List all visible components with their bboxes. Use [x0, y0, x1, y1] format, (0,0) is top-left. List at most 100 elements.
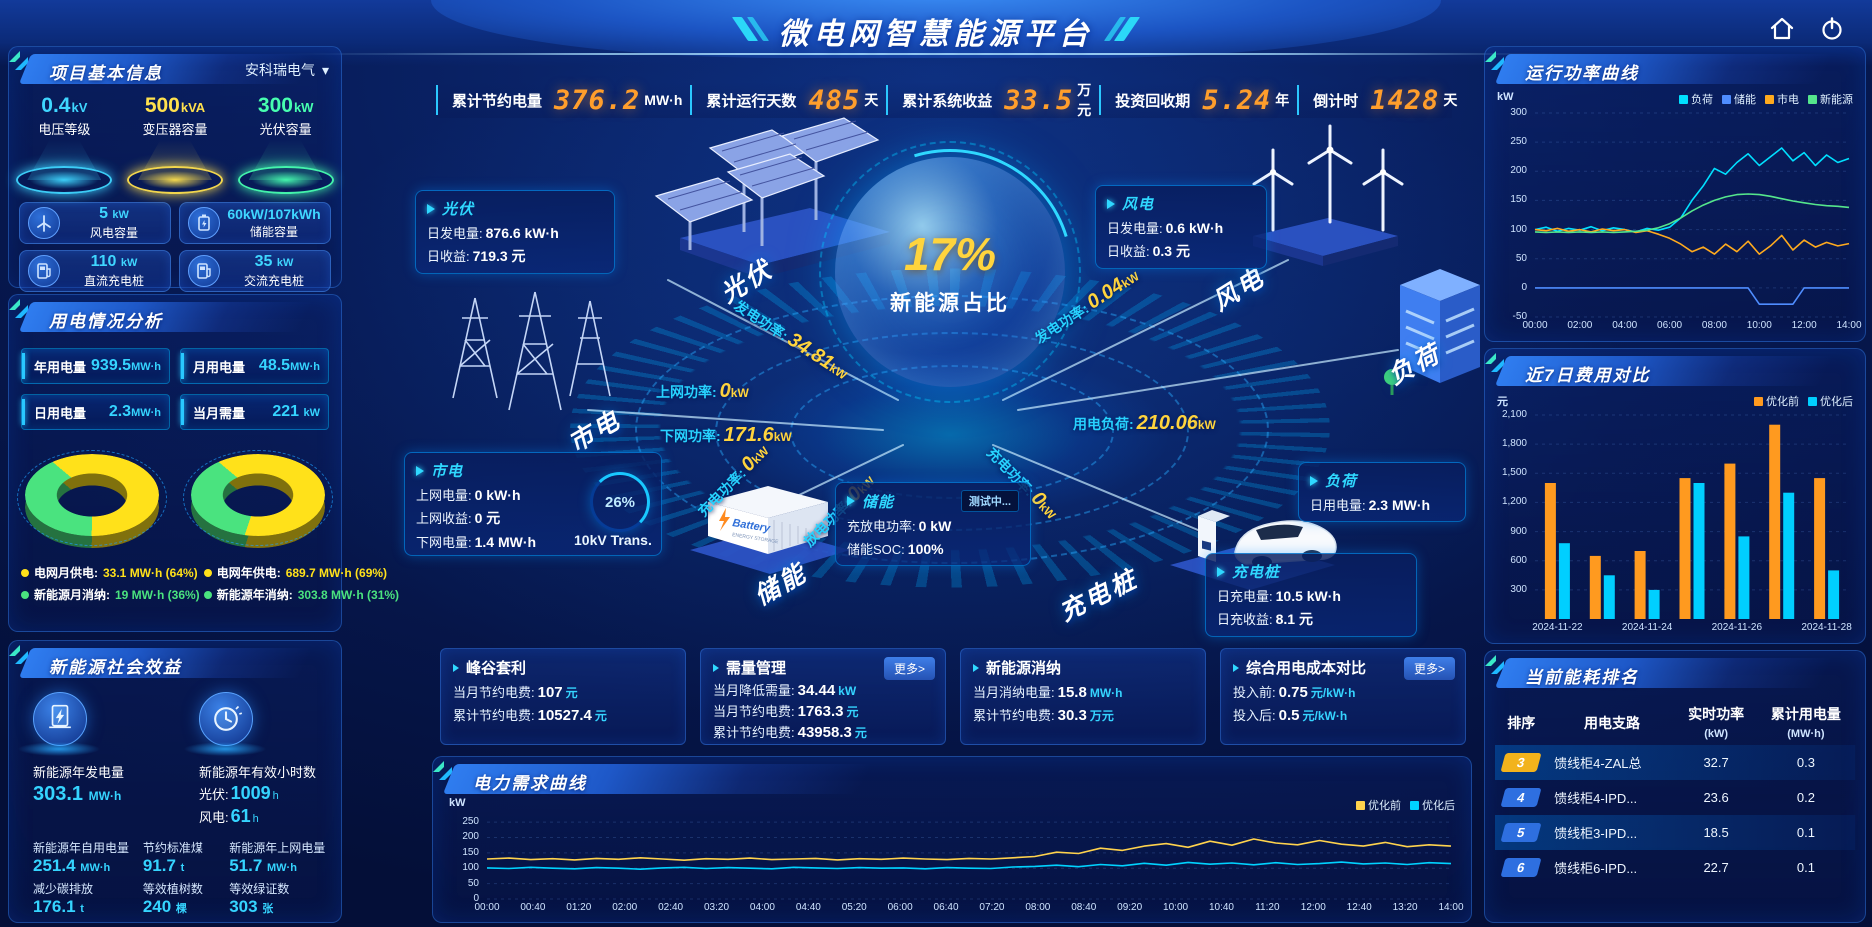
cost-compare-panel: 近7日费用对比 元优化前 优化后 2,100 1,800 1,500 1,200 900 60…: [1484, 348, 1866, 644]
co2-reduction-metric: 减少碳排放 176.1 t: [33, 882, 94, 916]
energy-flow-lines: [587, 259, 1399, 531]
panel-title: 项目基本信息: [49, 64, 163, 83]
wind-capacity-card: 5 kW 风电容量: [19, 202, 171, 244]
more-button[interactable]: 更多>: [883, 657, 935, 680]
wind-farm-illustration: [1252, 124, 1404, 266]
month-usage-box: 月用电量 48.5MW·h: [180, 348, 329, 384]
energy-ranking-panel: 当前能耗排名 排序 用电支路 实时功率 (kW) 累计用电量 (MW·h) 3 馈线…: [1484, 650, 1866, 923]
grid-feed-metric: 新能源年上网电量 51.7 MW·h: [229, 841, 326, 875]
dc-charger-icon: [28, 255, 60, 287]
demand-curve-panel: 电力需求曲线 kW 优化前 优化后 250 200 150 100 50 0 00:00 00:40…: [432, 756, 1472, 923]
kpi-saved-energy: 累计节约电量 376.2 MW·h: [436, 84, 690, 116]
kpi-value: 376.2: [554, 84, 641, 116]
ranking-row[interactable]: 4 馈线柜4-IPD... 23.6 0.2: [1495, 780, 1856, 815]
month-demand-box: 当月需量 221 kW: [180, 394, 329, 430]
kpi-run-days: 累计运行天数 485 天: [690, 85, 886, 116]
col-energy: 累计用电量 (MW·h): [1770, 706, 1841, 740]
kpi-label: 累计节约电量: [452, 92, 543, 110]
title-decoration-left: [731, 16, 769, 46]
glow-disc: [127, 166, 223, 194]
legend-newenergy-month: 新能源月消纳: 19 MW·h (36%): [21, 586, 200, 603]
energy-flow-stage: Battery ENERGY STORAGE 17% 新能源占比 光伏 风电 市…: [338, 110, 1484, 650]
ac-charger-icon: [188, 255, 220, 287]
kpi-label: 倒计时: [1313, 92, 1359, 110]
panel-corner-icon: [1485, 655, 1504, 674]
company-dropdown[interactable]: 安科瑞电气 ▾: [244, 61, 329, 79]
panel-corner-icon: [433, 761, 452, 780]
usage-analysis-panel: 用电情况分析 年用电量 939.5MW·h 月用电量 48.5MW·h 日用电量…: [8, 294, 399, 632]
ranking-header-row: 排序 用电支路 实时功率 (kW) 累计用电量 (MW·h): [1495, 702, 1856, 745]
panel-corner-icon: [9, 51, 28, 70]
panel-title: 当前能耗排名: [1525, 668, 1639, 687]
panel-title: 近7日费用对比: [1525, 366, 1651, 385]
clock-icon: [199, 692, 253, 746]
coal-saved-metric: 节约标准煤 91.7 t: [142, 841, 203, 875]
cost-comparison-card: 综合用电成本对比 更多> 投入前: 0.75 元/kW·h 投入后: 0.5 元/kW·…: [1220, 648, 1466, 745]
pv-info-box: 光伏 日发电量: 876.6 kW·h 日收益: 719.3 元: [415, 190, 615, 274]
kpi-label: 投资回收期: [1115, 92, 1191, 110]
legend-newenergy-year: 新能源年消纳: 303.8 MW·h (31%): [203, 586, 399, 603]
load-building-illustration: [1384, 269, 1480, 395]
ranking-row[interactable]: 6 馈线柜6-IPD... 22.7 0.1: [1495, 850, 1856, 885]
effective-hours-metric: 新能源年有效小时数 光伏: 1009 h 风电: 61 h: [175, 692, 341, 827]
generator-panel-icon: [33, 692, 87, 746]
power-curve-chart: kW 负荷 储能 市电 新能源 300 250 200 150 100 50 0 -50 00:00 02:…: [1497, 91, 1862, 331]
legend-grid-year: 电网年供电: 689.7 MW·h (69%): [203, 564, 399, 581]
home-icon[interactable]: [1768, 15, 1796, 48]
kpi-unit: 天: [864, 92, 879, 108]
title-decoration-right: [1103, 16, 1141, 46]
panel-title: 电力需求曲线: [473, 774, 587, 793]
kpi-unit: 年: [1275, 92, 1290, 108]
glow-disc: [237, 166, 334, 194]
glow-disc: [184, 742, 266, 756]
testing-badge: 测试中...: [960, 490, 1019, 512]
dc-charger-card: 110 kW 直流充电桩: [19, 250, 171, 292]
panel-corner-icon: [1485, 353, 1504, 372]
chevron-down-icon: ▾: [321, 61, 329, 78]
yearly-energy-donut: [183, 448, 333, 548]
panel-corner-icon: [1485, 51, 1504, 70]
panel-title: 运行功率曲线: [1525, 64, 1639, 83]
flow-grid-import: 下网功率: 171.6kW: [660, 424, 792, 446]
pv-capacity-pedestal: 300kW 光伏容量: [230, 94, 341, 194]
kpi-unit: 天: [1443, 92, 1458, 108]
self-use-metric: 新能源年自用电量 251.4 MW·h: [33, 841, 130, 875]
cost-compare-chart: 元优化前 优化后 2,100 1,800 1,500 1,200 900 600 300 2024…: [1497, 396, 1853, 633]
new-energy-ratio-gauge: 17% 新能源占比: [819, 141, 1081, 403]
ranking-row[interactable]: 3 馈线柜4-ZAL总 32.7 0.3: [1494, 745, 1856, 781]
flow-grid-export: 上网功率: 0kW: [656, 380, 749, 402]
day-usage-box: 日用电量 2.3MW·h: [21, 394, 170, 430]
panel-title: 用电情况分析: [49, 312, 163, 331]
annual-generation-metric: 新能源年发电量 303.1 MW·h: [9, 692, 175, 827]
peak-valley-card: 峰谷套利 当月节约电费: 107 元 累计节约电费: 10527.4 元: [440, 648, 686, 745]
wind-turbine-icon: [28, 207, 60, 239]
battery-icon: [188, 207, 220, 239]
project-info-panel: 项目基本信息 安科瑞电气 ▾ 0.4kV 电压等级 500kVA 变压器容量 30…: [8, 46, 342, 292]
new-energy-ratio-label: 新能源占比: [890, 292, 1010, 315]
storage-capacity-card: 60kW/107kWh 储能容量: [179, 202, 331, 244]
green-certs-metric: 等效绿证数 303 张: [229, 882, 290, 916]
col-power: 实时功率 (kW): [1688, 706, 1745, 740]
charger-info-box: 充电桩 日充电量: 10.5 kW·h 日充收益: 8.1 元: [1205, 553, 1417, 637]
panel-title: 新能源社会效益: [49, 658, 182, 677]
chevron-right-icon: [1107, 198, 1115, 209]
glow-disc: [16, 166, 113, 194]
glow-disc: [18, 742, 100, 756]
kpi-label: 累计系统收益: [902, 92, 993, 110]
ranking-row[interactable]: 5 馈线柜3-IPD... 18.5 0.1: [1494, 815, 1856, 851]
power-icon[interactable]: [1818, 15, 1846, 48]
kpi-bar: 累计节约电量 376.2 MW·h 累计运行天数 485 天 累计系统收益 33…: [436, 82, 1457, 118]
kpi-label: 累计运行天数: [706, 92, 797, 110]
ranking-table: 排序 用电支路 实时功率 (kW) 累计用电量 (MW·h) 3 馈线柜4-ZAL总…: [1494, 702, 1856, 885]
load-info-box: 负荷 日用电量: 2.3 MW·h: [1298, 462, 1466, 522]
flow-load-power: 用电负荷: 210.06kW: [1073, 412, 1216, 434]
more-button[interactable]: 更多>: [1403, 657, 1455, 680]
chevron-right-icon: [416, 465, 424, 476]
chevron-right-icon: [1310, 475, 1318, 486]
trees-equivalent-metric: 等效植树数 240 棵: [142, 882, 203, 916]
transformer-pedestal: 500kVA 变压器容量: [120, 94, 231, 194]
chevron-right-icon: [427, 203, 435, 214]
kpi-value: 33.5: [1004, 84, 1074, 116]
power-curve-panel: 运行功率曲线 kW 负荷 储能 市电 新能源 300 250 200 150 100 50 0 -50 0…: [1484, 46, 1866, 342]
